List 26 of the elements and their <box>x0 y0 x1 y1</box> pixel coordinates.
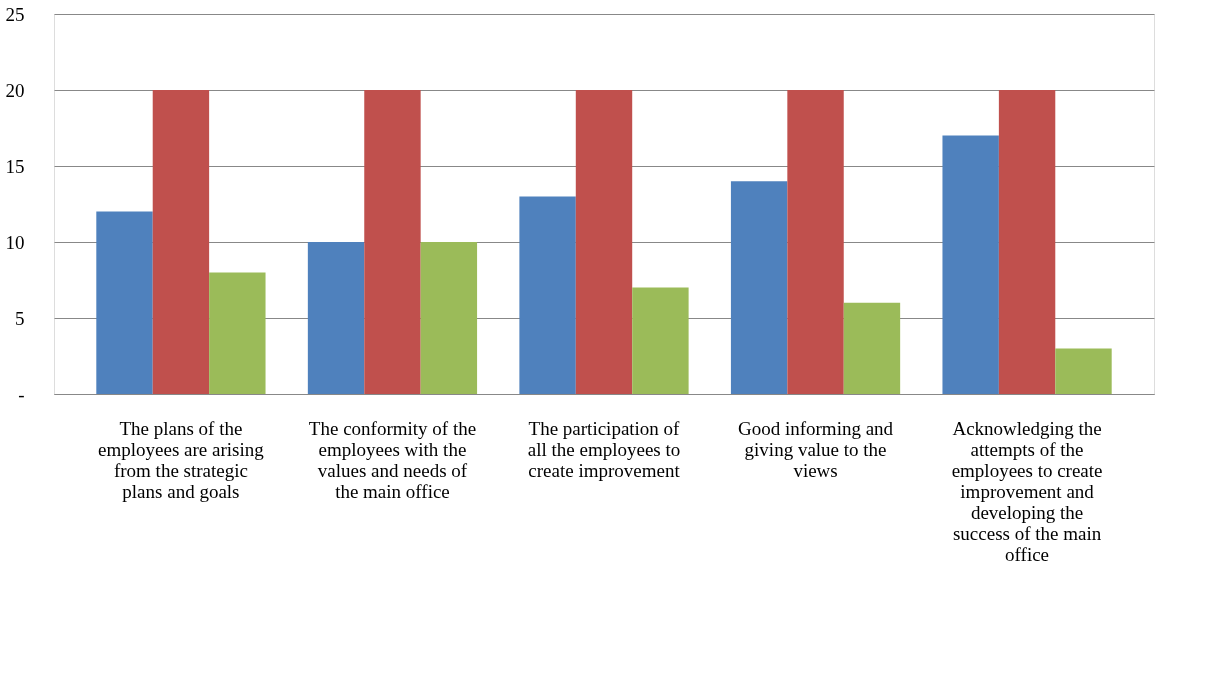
y-tick-label: 20 <box>5 79 25 101</box>
y-tick-label: 5 <box>15 307 25 329</box>
bar <box>730 181 788 394</box>
x-tick-label: The conformity of the employees with the values and needs of the main office <box>308 417 477 502</box>
bar <box>307 242 365 394</box>
x-tick-label: The participation of all the employees to create improvement <box>527 417 681 481</box>
bar <box>152 90 210 394</box>
bar <box>632 287 689 394</box>
bar <box>843 302 901 394</box>
bar <box>420 242 478 394</box>
y-tick-label: 25 <box>5 3 25 25</box>
bar <box>96 211 153 394</box>
x-tick-label: The plans of the employees are arising from the strategic plans and goals <box>98 417 265 502</box>
x-tick-label: Good informing and giving value to the views <box>737 417 894 481</box>
x-tick-label: Acknowledging the attempts of the employees to create improvement and developing the success of the main office <box>951 417 1103 565</box>
bar <box>942 135 999 394</box>
y-tick-label: 10 <box>5 231 25 253</box>
y-tick-label: - <box>18 383 25 405</box>
bar <box>1055 348 1112 394</box>
bar <box>364 90 421 394</box>
y-tick-label: 15 <box>5 155 25 177</box>
bar <box>209 272 266 394</box>
bar <box>575 90 633 394</box>
bar <box>787 90 844 394</box>
bar <box>519 196 576 394</box>
bar <box>998 90 1056 394</box>
